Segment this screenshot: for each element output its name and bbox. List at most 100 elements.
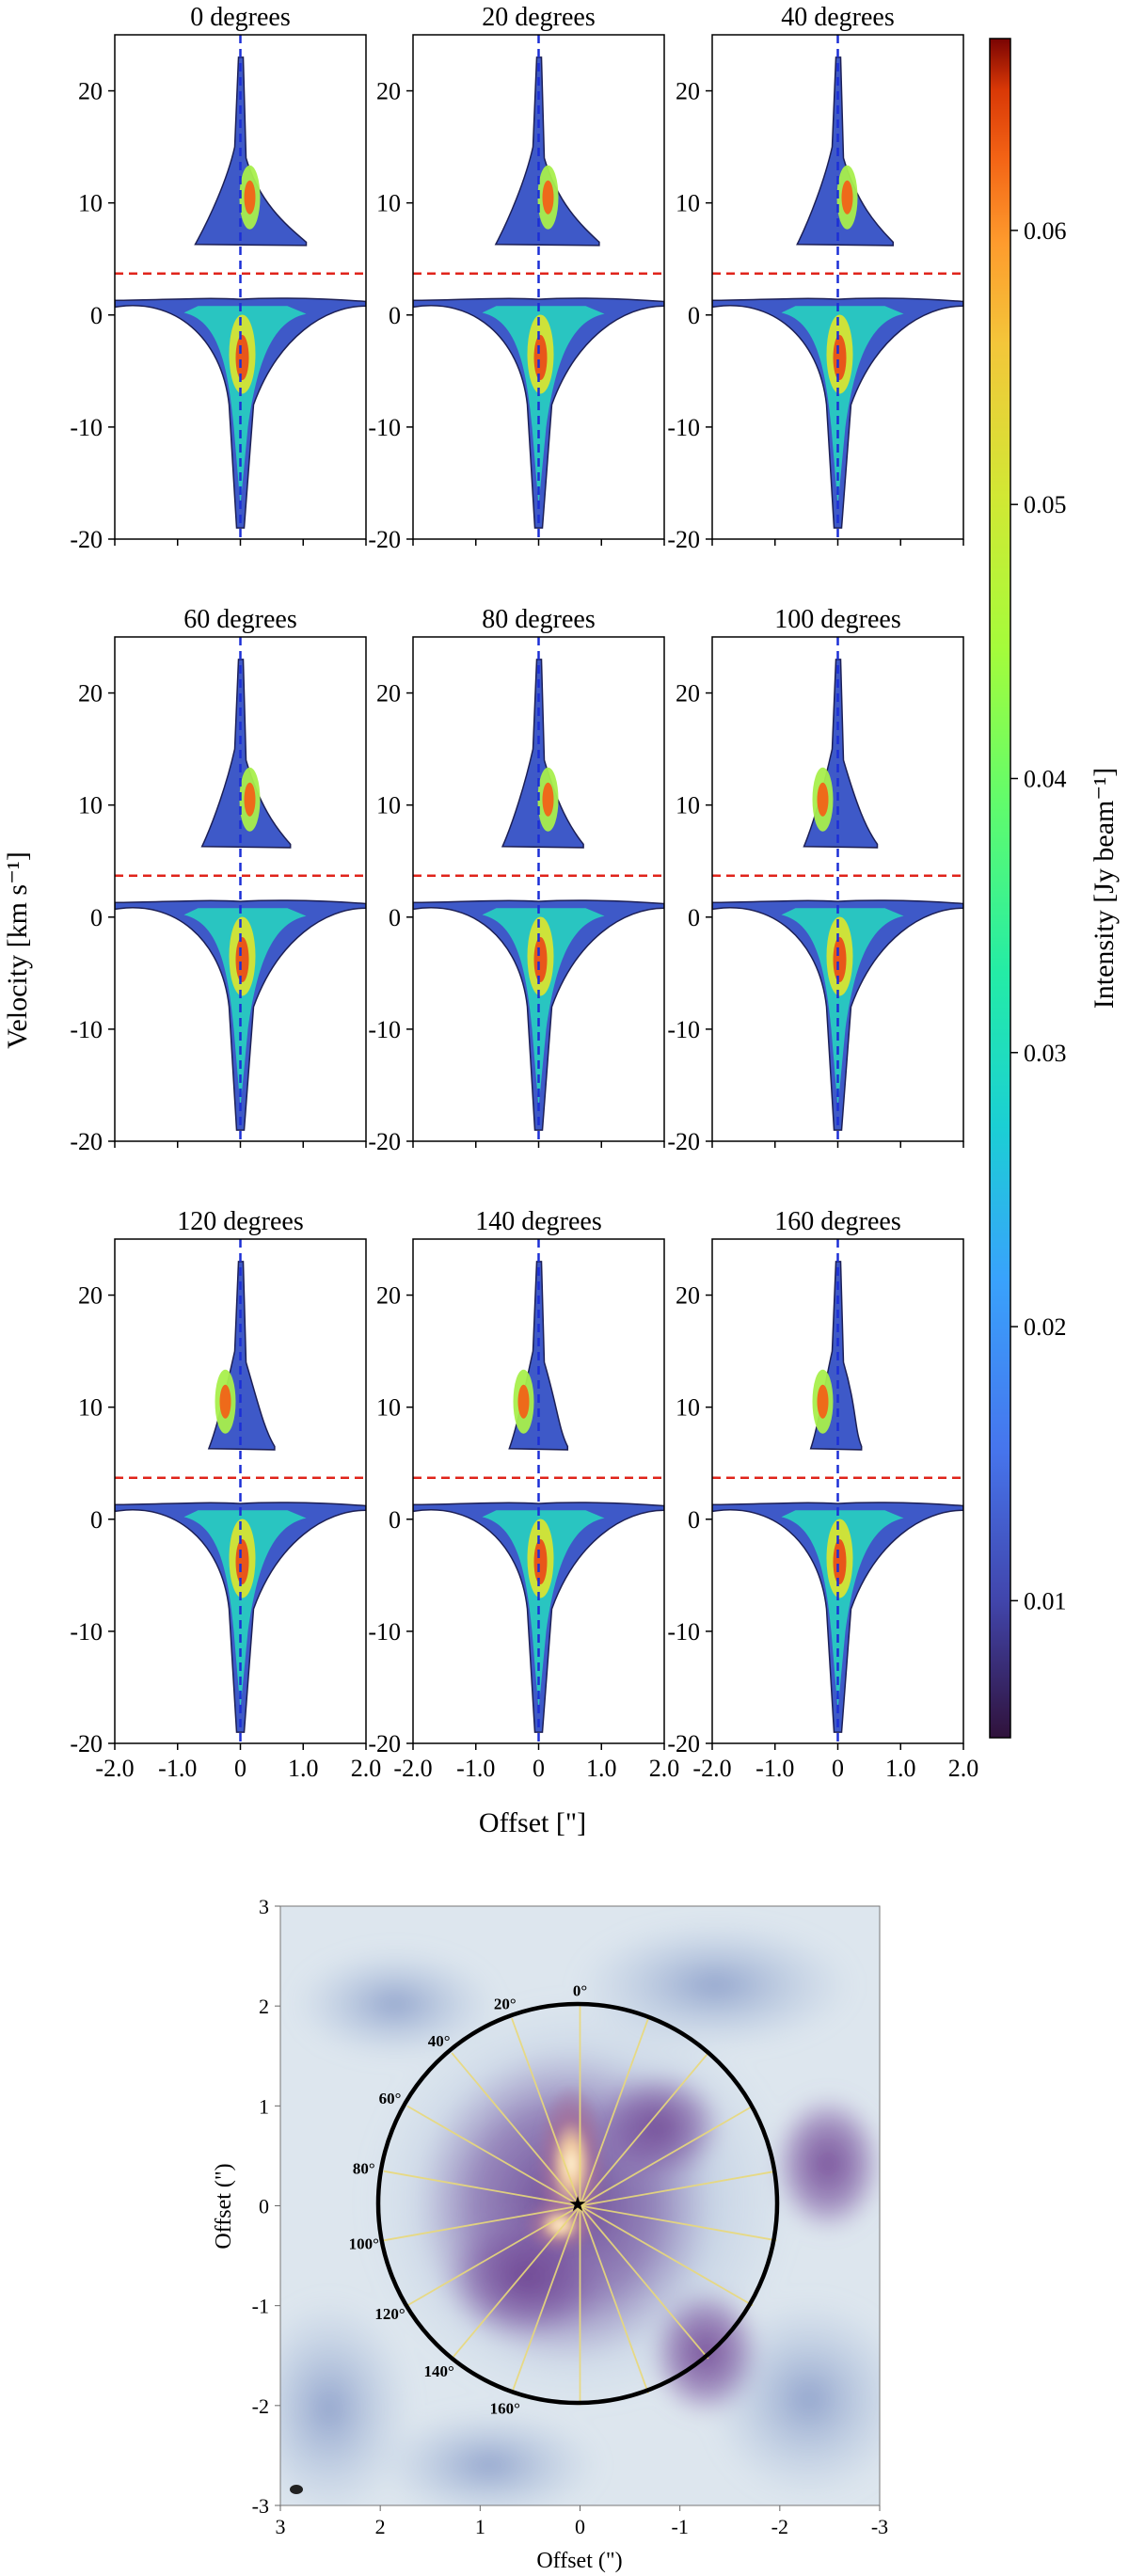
cut-line — [511, 2017, 649, 2394]
pv-emission — [115, 56, 366, 529]
panel-title: 140 degrees — [475, 1207, 602, 1236]
cut-label: 120° — [374, 2305, 405, 2323]
pv-panel: 20 degrees -20 -10 0 10 20 — [368, 3, 665, 553]
map-y-tick-label: 1 — [259, 2094, 269, 2118]
y-tick-label: 0 — [389, 302, 401, 329]
colorbar-ticks: 0.01 0.02 0.03 0.04 0.05 0.06 — [1010, 217, 1067, 1614]
pv-emission — [712, 659, 963, 1131]
y-tick-label: 10 — [78, 1394, 103, 1422]
y-tick-label: 0 — [389, 904, 401, 931]
panel-title: 60 degrees — [183, 605, 297, 634]
cut-label: 20° — [494, 1995, 517, 2012]
pv-emission — [413, 56, 664, 529]
y-tick-label: -20 — [368, 1128, 401, 1155]
y-tick-label: 10 — [376, 190, 401, 217]
colorbar: 0.01 0.02 0.03 0.04 0.05 0.06 Intensity [Jy b… — [989, 38, 1120, 1739]
y-tick-label: -10 — [368, 414, 401, 441]
x-tick-label: -2.0 — [692, 1755, 731, 1782]
panel-title: 160 degrees — [774, 1207, 901, 1236]
map-x-tick-label: -1 — [672, 2515, 689, 2538]
center-star-icon: ★ — [568, 2192, 587, 2216]
emission-lower-mid — [183, 1510, 307, 1710]
x-tick-label: -1.0 — [456, 1755, 495, 1782]
panel-title: 20 degrees — [482, 3, 596, 32]
x-tick-label: 0 — [533, 1755, 545, 1782]
emission-lower-peak — [533, 335, 548, 381]
position-angle-map: ★ 0° 20° 40° 60° 80° 100° 120° 140° 160° 3 2 1 0 -1 -… — [212, 1895, 888, 2573]
y-tick-label: -10 — [70, 1618, 103, 1646]
colorbar-tick-label: 0.05 — [1024, 491, 1067, 518]
y-tick-label: -20 — [667, 1128, 700, 1155]
map-x-axis-label: Offset (") — [536, 2549, 622, 2573]
y-tick-label: -10 — [368, 1618, 401, 1646]
emission-upper-peak — [517, 1384, 530, 1419]
y-tick-label: 10 — [78, 792, 103, 819]
emission-lower-peak — [533, 937, 548, 983]
y-tick-label: -20 — [368, 1730, 401, 1757]
y-tick-label: 20 — [376, 680, 401, 708]
y-tick-label: 0 — [389, 1506, 401, 1534]
colorbar-tick-label: 0.02 — [1024, 1313, 1067, 1341]
y-tick-label: -10 — [70, 414, 103, 441]
map-y-tick-label: 0 — [259, 2195, 269, 2218]
emission-lower-mid — [781, 908, 904, 1108]
x-tick-label: 2.0 — [649, 1755, 680, 1782]
map-y-tick-label: -2 — [252, 2394, 269, 2418]
map-y-axis-label: Offset (") — [212, 2163, 236, 2249]
colorbar-tick-label: 0.04 — [1024, 765, 1067, 792]
panel-title: 0 degrees — [190, 3, 291, 32]
y-tick-label: -10 — [368, 1016, 401, 1043]
extraction-circle — [375, 2001, 780, 2406]
x-tick-label: 2.0 — [351, 1755, 382, 1782]
y-tick-label: -20 — [667, 1730, 700, 1757]
y-tick-label: 20 — [78, 680, 103, 708]
emission-lower-peak — [833, 937, 847, 983]
panel-title: 80 degrees — [482, 605, 596, 634]
colorbar-tick-label: 0.03 — [1024, 1040, 1067, 1067]
emission-upper-peak — [841, 180, 853, 215]
emission-lower-peak — [533, 1539, 548, 1585]
cut-label: 100° — [349, 2234, 379, 2252]
y-tick-label: 20 — [78, 1282, 103, 1310]
x-tick-label: 0 — [234, 1755, 246, 1782]
emission-lower-mid — [482, 306, 605, 506]
emission-lower-peak — [235, 937, 249, 983]
emission-upper-outer — [194, 56, 308, 246]
y-tick-label: -20 — [368, 526, 401, 553]
y-tick-label: 10 — [376, 792, 401, 819]
y-tick-label: 10 — [676, 1394, 700, 1422]
emission-upper-outer — [796, 56, 895, 246]
x-tick-label: 1.0 — [586, 1755, 617, 1782]
cut-label: 160° — [490, 2400, 520, 2418]
pv-emission — [712, 1261, 963, 1733]
emission-upper-peak — [542, 782, 554, 817]
y-tick-label: 10 — [676, 190, 700, 217]
x-tick-label: -1.0 — [755, 1755, 794, 1782]
pv-panel: 80 degrees -20 -10 0 10 20 — [368, 605, 665, 1155]
y-tick-label: 0 — [90, 1506, 103, 1534]
pv-panel: 120 degrees -20 -10 0 10 20 -2.0 -1.0 0 1.0 2.0 — [70, 1207, 381, 1782]
map-x-tick-label: 1 — [475, 2515, 485, 2538]
y-tick-label: 0 — [688, 904, 700, 931]
y-tick-label: 0 — [688, 302, 700, 329]
y-tick-label: -20 — [70, 1128, 103, 1155]
emission-upper-outer — [501, 659, 584, 849]
y-axis-label: Velocity [km s⁻¹] — [2, 851, 33, 1049]
y-tick-label: -20 — [70, 526, 103, 553]
emission-lower-mid — [482, 1510, 605, 1710]
y-tick-label: 20 — [676, 680, 700, 708]
emission-lower-mid — [482, 908, 605, 1108]
x-tick-label: 1.0 — [885, 1755, 916, 1782]
x-tick-label: 0 — [832, 1755, 844, 1782]
y-tick-label: 20 — [78, 78, 103, 105]
x-tick-label: -1.0 — [158, 1755, 197, 1782]
emission-upper-peak — [244, 782, 256, 817]
pv-emission — [115, 1261, 366, 1733]
map-y-tick-label: 3 — [259, 1895, 269, 1918]
y-tick-label: 10 — [78, 190, 103, 217]
pv-panel: 0 degrees -20 -10 0 10 20 — [70, 3, 367, 553]
map-y-tick-label: -3 — [252, 2494, 269, 2518]
pv-panel: 60 degrees -20 -10 0 10 20 — [70, 605, 367, 1155]
colorbar-tick-label: 0.01 — [1024, 1587, 1067, 1614]
